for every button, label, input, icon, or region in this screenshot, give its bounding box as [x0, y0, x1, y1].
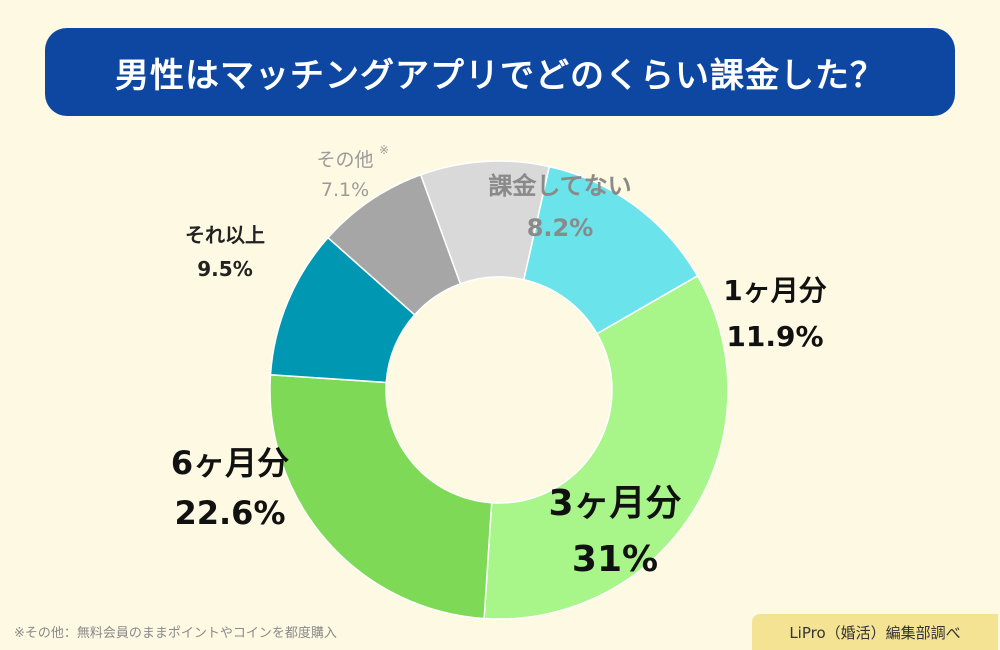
slice-name-3-months: 3ヶ月分 — [548, 483, 682, 524]
slice-name-none: 課金してない — [488, 172, 632, 200]
slice-value-none: 8.2% — [526, 214, 594, 242]
donut-slice-1 — [522, 165, 699, 335]
slice-name-other: その他 — [316, 149, 374, 171]
slice-value-more: 9.5% — [197, 257, 253, 281]
slice-label-more: それ以上 9.5% — [165, 218, 285, 286]
slice-label-3-months: 3ヶ月分 31% — [520, 476, 710, 588]
slice-name-6-months: 6ヶ月分 — [170, 444, 290, 482]
slice-value-3-months: 31% — [571, 539, 659, 580]
footnote: ※その他：無料会員のままポイントやコインを都度購入 — [14, 626, 337, 641]
slice-name-more: それ以上 — [185, 223, 265, 247]
source-badge: LiPro（婚活）編集部調べ — [752, 614, 998, 650]
slice-value-1-month: 11.9% — [726, 320, 824, 353]
slice-name-1-month: 1ヶ月分 — [723, 274, 827, 307]
donut-slice-3 — [269, 373, 493, 620]
note-mark: ※ — [379, 143, 390, 157]
donut-slice-5 — [326, 173, 462, 316]
slice-value-6-months: 22.6% — [174, 494, 286, 532]
slice-label-1-month: 1ヶ月分 11.9% — [710, 268, 840, 360]
donut-slice-2 — [483, 274, 729, 620]
chart-title: 男性はマッチングアプリでどのくらい課金した？ — [115, 55, 885, 96]
slice-label-none: 課金してない 8.2% — [455, 165, 665, 249]
donut-slices — [269, 160, 729, 620]
title-banner: 男性はマッチングアプリでどのくらい課金した？ — [45, 28, 955, 116]
slice-label-other: ※ その他 7.1% — [295, 143, 395, 205]
slice-value-other: 7.1% — [320, 179, 370, 201]
slice-label-6-months: 6ヶ月分 22.6% — [155, 438, 305, 538]
